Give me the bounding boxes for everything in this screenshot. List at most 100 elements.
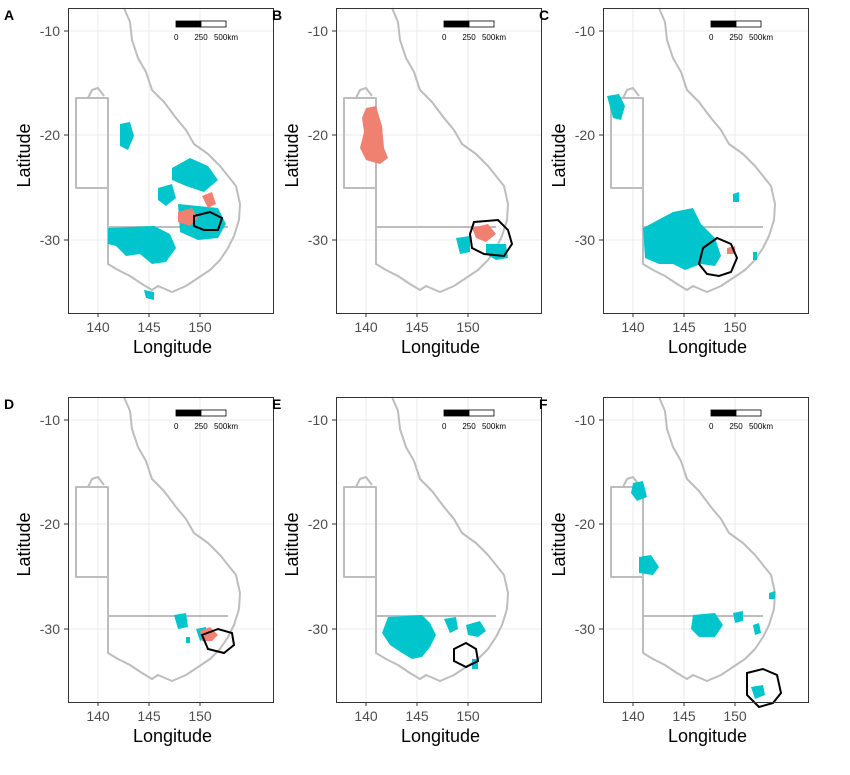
x-tick-label: 150 <box>188 708 212 724</box>
cyan-region <box>643 208 721 270</box>
cyan-region <box>172 158 218 192</box>
coastline-outline <box>610 396 776 682</box>
cyan-region <box>733 192 739 202</box>
scale-bar-label: 500km <box>482 33 506 42</box>
x-tick-label: 140 <box>86 708 110 724</box>
cyan-region <box>691 613 723 637</box>
panel-letter: B <box>272 7 282 23</box>
scale-bar-label: 0 <box>174 33 179 42</box>
scale-bar-label: 500km <box>214 422 238 431</box>
y-tick-label: -30 <box>575 621 595 637</box>
scale-bar: 0 250 500km <box>174 20 238 42</box>
cyan-region <box>631 481 647 501</box>
scale-bar-black-segment <box>443 409 470 417</box>
y-tick-label: -20 <box>575 516 595 532</box>
x-tick-label: 145 <box>137 319 161 335</box>
scale-bar-black-segment <box>443 20 470 28</box>
cyan-region <box>186 637 190 643</box>
scale-bar-white-segment <box>200 409 227 417</box>
y-tick-label: -10 <box>40 23 60 39</box>
scale-bar: 0 250 500km <box>709 409 773 431</box>
y-tick-label: -30 <box>308 232 328 248</box>
y-tick-label: -20 <box>308 127 328 143</box>
x-tick-label: 150 <box>188 319 212 335</box>
x-tick-label: 145 <box>405 708 429 724</box>
scale-bar-white-segment <box>468 409 495 417</box>
panel-letter: C <box>539 7 549 23</box>
scale-bar-label: 0 <box>442 33 447 42</box>
panel-frame <box>603 397 809 703</box>
cyan-region <box>174 613 188 629</box>
salmon-region <box>202 192 216 208</box>
x-tick-label: 145 <box>405 319 429 335</box>
scale-bar-label: 250 <box>194 33 208 42</box>
map-panel-e: E 0 250 500km 140 145 150 -10 -20 -30 Longitude Lat… <box>272 396 542 746</box>
y-tick-label: -30 <box>308 621 328 637</box>
cyan-region <box>753 252 757 260</box>
scale-bar-label: 500km <box>749 422 773 431</box>
cyan-region <box>733 611 743 623</box>
scale-bar-black-segment <box>710 409 737 417</box>
x-axis-title: Longitude <box>133 337 212 357</box>
scale-bar-label: 0 <box>174 422 179 431</box>
scale-bar-black-segment <box>710 20 737 28</box>
y-axis-title: Latitude <box>282 123 302 187</box>
map-panel-a: A 0 250 500km 140 145 150 -10 -20 -30 Longitude Lat… <box>4 7 274 357</box>
scale-bar: 0 250 500km <box>709 20 773 42</box>
cyan-region <box>607 94 625 120</box>
scale-bar-white-segment <box>468 20 495 28</box>
cyan-region <box>466 621 486 637</box>
x-axis-title: Longitude <box>401 337 480 357</box>
x-tick-label: 140 <box>354 708 378 724</box>
x-tick-label: 150 <box>723 319 747 335</box>
panel-frame <box>603 8 809 314</box>
x-tick-label: 140 <box>621 319 645 335</box>
scale-bar-label: 250 <box>729 33 743 42</box>
scale-bar-label: 500km <box>749 33 773 42</box>
y-tick-label: -10 <box>575 412 595 428</box>
panel-letter: E <box>272 396 281 412</box>
cyan-region <box>158 184 176 206</box>
scale-bar-white-segment <box>735 20 762 28</box>
panel-frame <box>68 397 274 703</box>
map-panel-c: C 0 250 500km 140 145 150 -10 -20 -30 Longitude Lat… <box>539 7 809 357</box>
scale-bar: 0 250 500km <box>174 409 238 431</box>
x-tick-label: 140 <box>354 319 378 335</box>
cyan-region <box>751 685 765 699</box>
scale-bar-label: 250 <box>729 422 743 431</box>
coastline-outline <box>343 396 509 682</box>
y-tick-label: -10 <box>308 23 328 39</box>
y-axis-title: Latitude <box>282 512 302 576</box>
scale-bar-black-segment <box>175 409 202 417</box>
catchment-outline <box>746 667 783 709</box>
salmon-region <box>360 106 388 164</box>
scale-bar-label: 250 <box>194 422 208 431</box>
y-tick-label: -20 <box>40 127 60 143</box>
x-tick-label: 145 <box>137 708 161 724</box>
x-tick-label: 145 <box>672 708 696 724</box>
cyan-region <box>769 591 775 599</box>
panel-letter: D <box>4 396 14 412</box>
cyan-region <box>456 236 470 254</box>
catchment-outline <box>200 627 236 655</box>
y-tick-label: -10 <box>308 412 328 428</box>
y-tick-label: -10 <box>40 412 60 428</box>
x-tick-label: 145 <box>672 319 696 335</box>
x-tick-label: 140 <box>86 319 110 335</box>
catchment-outline <box>453 641 480 669</box>
coastline-outline <box>75 7 241 293</box>
x-tick-label: 150 <box>723 708 747 724</box>
scale-bar-label: 0 <box>709 422 714 431</box>
panel-letter: F <box>539 396 548 412</box>
map-panel-f: F 0 250 500km 140 145 150 -10 -20 -30 Longitude Lat… <box>539 396 809 746</box>
scale-bar-label: 250 <box>462 33 476 42</box>
y-tick-label: -20 <box>308 516 328 532</box>
cyan-region <box>382 615 436 659</box>
scale-bar-label: 500km <box>214 33 238 42</box>
y-tick-label: -20 <box>575 127 595 143</box>
y-axis-title: Latitude <box>14 512 34 576</box>
cyan-region <box>753 623 761 635</box>
coastline-outline <box>610 7 776 293</box>
cyan-region <box>444 617 458 633</box>
